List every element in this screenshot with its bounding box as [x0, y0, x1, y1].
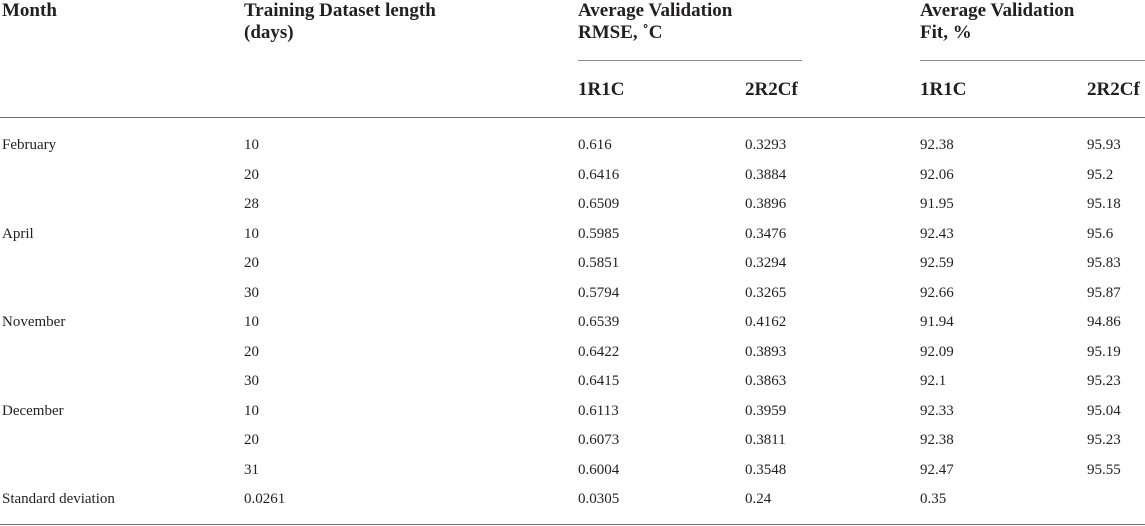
cell-fit-2r2cf: 95.87 — [1087, 285, 1121, 301]
cell-fit-1r1c: 92.06 — [920, 167, 954, 183]
subheader-rmse-2r2cf: 2R2Cf — [745, 79, 798, 100]
cell-days: 20 — [244, 167, 259, 183]
cell-fit-1r1c: 92.1 — [920, 373, 947, 389]
cell-fit-2r2cf: 95.93 — [1087, 137, 1121, 153]
cell-days: 20 — [244, 255, 259, 271]
cell-fit-1r1c: 91.95 — [920, 196, 954, 212]
subheader-fit-2r2cf: 2R2Cf — [1087, 79, 1140, 100]
header-fit: Average Validation Fit, % — [920, 0, 1074, 44]
header-fit-line2: Fit, % — [920, 22, 972, 43]
cell-days: 30 — [244, 373, 259, 389]
rmse-group-rule — [578, 60, 802, 61]
cell-fit-2r2cf: 95.04 — [1087, 403, 1121, 419]
cell-rmse-2r2cf: 0.3294 — [745, 255, 787, 271]
cell-rmse-2r2cf: 0.3884 — [745, 167, 787, 183]
cell-days: 20 — [244, 344, 259, 360]
cell-fit-1r1c: 92.33 — [920, 403, 954, 419]
cell-fit-2r2cf: 95.18 — [1087, 196, 1121, 212]
cell-fit-1r1c: 92.38 — [920, 137, 954, 153]
header-month: Month — [2, 0, 57, 21]
cell-rmse-1r1c: 0.6415 — [578, 373, 620, 389]
cell-rmse-2r2cf: 0.4162 — [745, 314, 787, 330]
header-training-line1: Training Dataset length — [244, 0, 436, 21]
fit-group-rule — [920, 60, 1145, 61]
cell-fit-2r2cf: 94.86 — [1087, 314, 1121, 330]
header-bottom-rule — [0, 117, 1145, 118]
cell-rmse-1r1c: 0.6539 — [578, 314, 620, 330]
cell-days: 10 — [244, 314, 259, 330]
cell-rmse-1r1c: 0.5985 — [578, 226, 620, 242]
cell-fit-1r1c: 92.09 — [920, 344, 954, 360]
cell-days: 28 — [244, 196, 259, 212]
cell-rmse-2r2cf: 0.3959 — [745, 403, 787, 419]
cell-rmse-2r2cf: 0.3811 — [745, 432, 786, 448]
cell-rmse-1r1c: 0.616 — [578, 137, 612, 153]
cell-fit-1r1c: 92.47 — [920, 462, 954, 478]
cell-days: 30 — [244, 285, 259, 301]
cell-rmse-1r1c: 0.0305 — [578, 491, 620, 507]
cell-rmse-1r1c: 0.5794 — [578, 285, 620, 301]
cell-fit-2r2cf: 95.2 — [1087, 167, 1114, 183]
cell-month: February — [2, 137, 57, 153]
header-fit-line1: Average Validation — [920, 0, 1075, 21]
cell-fit-2r2cf: 95.19 — [1087, 344, 1121, 360]
cell-month: December — [2, 403, 64, 419]
header-training-length: Training Dataset length (days) — [244, 0, 436, 44]
cell-days: 31 — [244, 462, 259, 478]
cell-rmse-1r1c: 0.6422 — [578, 344, 620, 360]
subheader-fit-1r1c: 1R1C — [920, 79, 967, 100]
cell-days: 10 — [244, 137, 259, 153]
header-rmse-line1: Average Validation — [578, 0, 733, 21]
cell-rmse-1r1c: 0.6113 — [578, 403, 619, 419]
cell-rmse-2r2cf: 0.3863 — [745, 373, 787, 389]
cell-fit-2r2cf: 95.6 — [1087, 226, 1114, 242]
cell-fit-2r2cf: 95.23 — [1087, 373, 1121, 389]
cell-fit-1r1c: 92.43 — [920, 226, 954, 242]
cell-days: 20 — [244, 432, 259, 448]
table-bottom-rule — [0, 524, 1145, 525]
cell-fit-2r2cf: 95.23 — [1087, 432, 1121, 448]
header-training-line2: (days) — [244, 22, 294, 43]
header-rmse: Average Validation RMSE, ˚C — [578, 0, 732, 44]
cell-rmse-2r2cf: 0.24 — [745, 491, 772, 507]
cell-month: April — [2, 226, 34, 242]
cell-days: 10 — [244, 226, 259, 242]
subheader-rmse-1r1c: 1R1C — [578, 79, 625, 100]
cell-rmse-1r1c: 0.6073 — [578, 432, 620, 448]
cell-rmse-2r2cf: 0.3893 — [745, 344, 787, 360]
cell-fit-1r1c: 92.66 — [920, 285, 954, 301]
cell-fit-2r2cf: 95.55 — [1087, 462, 1121, 478]
cell-fit-2r2cf: 95.83 — [1087, 255, 1121, 271]
cell-rmse-1r1c: 0.6416 — [578, 167, 620, 183]
cell-rmse-2r2cf: 0.3265 — [745, 285, 787, 301]
cell-fit-1r1c: 92.59 — [920, 255, 954, 271]
cell-days: 0.0261 — [244, 491, 286, 507]
cell-month: Standard deviation — [2, 491, 115, 507]
cell-rmse-2r2cf: 0.3896 — [745, 196, 787, 212]
cell-rmse-2r2cf: 0.3548 — [745, 462, 787, 478]
cell-rmse-1r1c: 0.6509 — [578, 196, 620, 212]
cell-rmse-2r2cf: 0.3293 — [745, 137, 787, 153]
cell-fit-1r1c: 91.94 — [920, 314, 954, 330]
cell-fit-1r1c: 92.38 — [920, 432, 954, 448]
cell-rmse-1r1c: 0.5851 — [578, 255, 620, 271]
cell-fit-1r1c: 0.35 — [920, 491, 947, 507]
cell-days: 10 — [244, 403, 259, 419]
cell-rmse-2r2cf: 0.3476 — [745, 226, 787, 242]
cell-rmse-1r1c: 0.6004 — [578, 462, 620, 478]
header-rmse-line2: RMSE, ˚C — [578, 22, 663, 43]
cell-month: November — [2, 314, 66, 330]
